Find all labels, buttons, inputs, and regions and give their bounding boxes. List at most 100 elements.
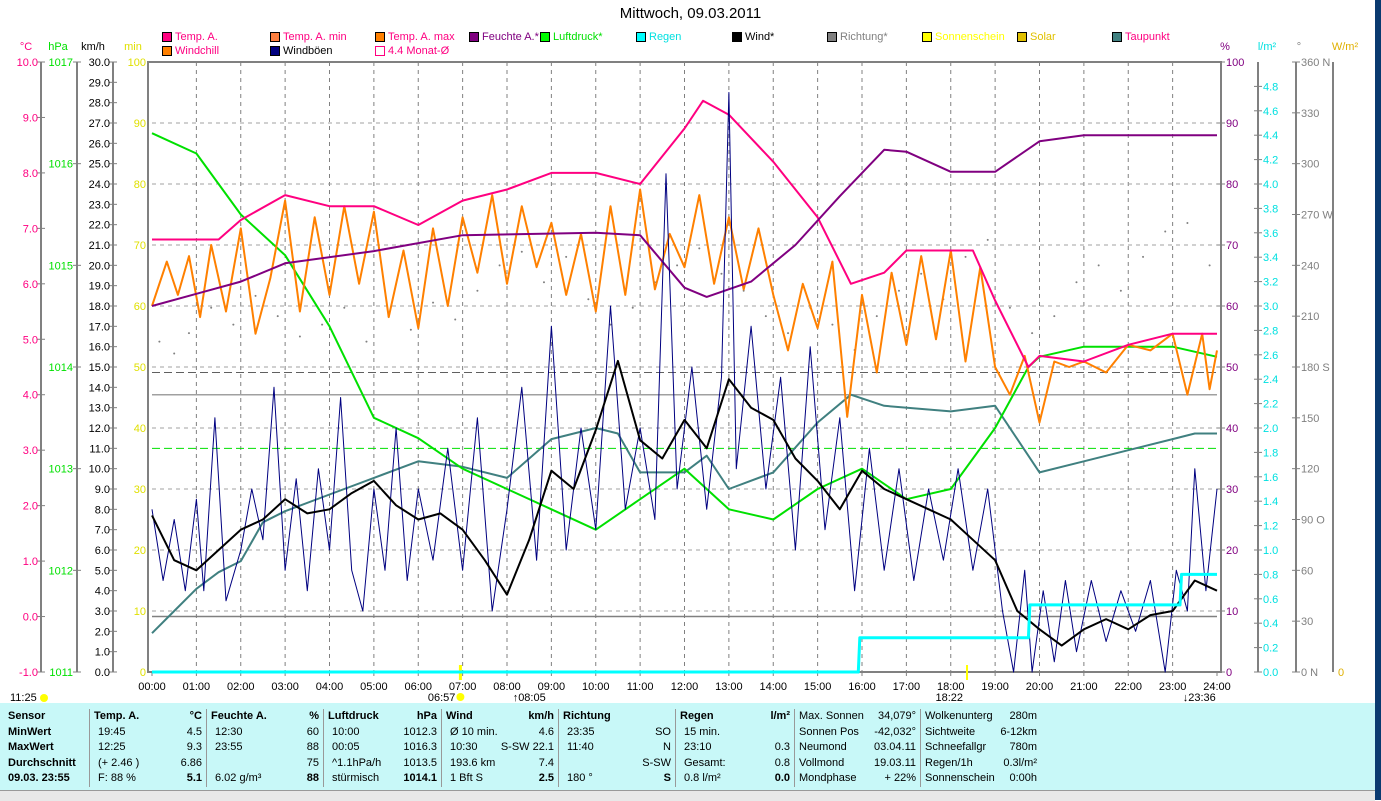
rain-tick-label: 4.8 [1263, 81, 1278, 93]
temp-tick-label: 3.0 [23, 445, 38, 457]
sun-row-label: Neumond [799, 741, 847, 753]
temp-tick-label: 6.0 [23, 279, 38, 291]
pressure-row-label: ^1.1hPa/h [332, 756, 382, 769]
pressure-tick-label: 1013 [49, 464, 73, 476]
legend-item: Feuchte A.* [469, 31, 539, 43]
direction-point [631, 306, 634, 309]
direction-row-value: S [663, 772, 671, 784]
sun-row: Max. Sonnen 34,079° [799, 709, 916, 725]
legend-swatch [162, 46, 172, 56]
wind-tick-label: 16.0 [89, 342, 110, 354]
x-tick-label: 07:00 [449, 681, 477, 693]
direction-point [276, 315, 279, 318]
weather-chart: 00:00 01:00 02:00 03:00 04:00 05:00 06:00 07:00… [10, 41, 1358, 703]
pressure-tick-label: 1015 [49, 260, 73, 272]
wind-row-value: 7.4 [538, 756, 554, 769]
direction-point [210, 306, 213, 309]
misc-row-label: Sichtweite [925, 725, 976, 738]
temp-row-label: 19:45 [98, 725, 126, 738]
pressure-row: stürmisch 1014.1 [328, 771, 437, 787]
misc-row: Wolkenunterg 280m [925, 709, 1037, 725]
direction-point [986, 238, 989, 241]
temp-header: Temp. A. °C [94, 709, 202, 725]
temp-row-label: F: 88 % [98, 772, 136, 784]
wind-tick-label: 0.0 [95, 667, 110, 679]
series-windchill [151, 188, 1218, 424]
wind-tick-label: 28.0 [89, 98, 110, 110]
x-tick-label: 18:00 [937, 681, 965, 693]
sun-row-value: -42,032° [874, 725, 916, 738]
x-tick-label: 14:00 [759, 681, 787, 693]
min-tick-label: 0 [140, 667, 146, 679]
x-tick-label: 04:00 [316, 681, 344, 693]
legend-swatch [469, 32, 479, 42]
stats-col-rain: Regen l/m² 15 min. 23:10 0.3 Gesamt: 0.8 0.8 l/… [676, 709, 795, 787]
temp-tick-label: 7.0 [23, 223, 38, 235]
direction-point [676, 264, 679, 267]
humidity-row: 23:55 88 [211, 740, 319, 756]
direction-point [897, 289, 900, 292]
moonrise-right-label: ↓23:36 [1183, 692, 1216, 703]
wind-tick-label: 1.0 [95, 647, 110, 659]
wind-tick-label: 6.0 [95, 545, 110, 557]
rain-row: 0.8 l/m² 0.0 [680, 771, 790, 787]
solar-tick-label: 0 [1338, 667, 1344, 679]
humidity-tick-label: 90 [1226, 118, 1238, 130]
wind-unit-label: km/h [81, 41, 105, 53]
wind-row-label: Ø 10 min. [450, 725, 498, 738]
stats-col-wind: Wind km/h Ø 10 min. 4.6 10:30 S-SW 22.1 193.6 … [442, 709, 559, 787]
legend-label: Luftdruck* [553, 31, 603, 43]
legend-swatch [540, 32, 550, 42]
sunrise-label: 06:57 [428, 692, 456, 703]
legend-item: Temp. A. min [270, 31, 347, 43]
legend-item: Wind* [732, 31, 774, 43]
sunset-label: 18:22 [935, 692, 963, 703]
legend-swatch [162, 32, 172, 42]
rain-row-value: 0.3 [774, 741, 790, 753]
direction-point [1142, 255, 1145, 258]
min-tick-label: 90 [134, 118, 146, 130]
wind-tick-label: 12.0 [89, 423, 110, 435]
wind-tick-label: 11.0 [89, 443, 110, 455]
direction-row-value: N [663, 741, 671, 753]
direction-point [321, 323, 324, 326]
x-tick-label: 09:00 [538, 681, 566, 693]
min-tick-label: 30 [134, 484, 146, 496]
rain-row: 15 min. [680, 725, 790, 741]
legend-swatch [636, 32, 646, 42]
temp-tick-label: 8.0 [23, 168, 38, 180]
sun-row-label: Vollmond [799, 756, 845, 769]
wind-tick-label: 8.0 [95, 504, 110, 516]
wind-tick-label: 5.0 [95, 565, 110, 577]
direction-row-label [563, 756, 567, 772]
wind-tick-label: 27.0 [89, 118, 110, 130]
x-tick-label: 22:00 [1114, 681, 1142, 693]
sun-row-value: + 22% [884, 772, 917, 784]
wind-tick-label: 13.0 [89, 403, 110, 415]
humidity-row-value: 88 [306, 772, 319, 784]
direction-point [173, 352, 176, 355]
misc-row: Sonnenschein 0:00h [925, 771, 1037, 787]
legend-label: Wind* [745, 31, 775, 43]
sun-row: Vollmond 19.03.11 [799, 756, 916, 772]
direction-point [1053, 315, 1056, 318]
pressure-row: 00:05 1016.3 [328, 740, 437, 756]
rain-tick-label: 4.0 [1263, 179, 1278, 191]
legend-label: Temp. A. min [283, 31, 347, 43]
direction-tick-label: 180 S [1301, 362, 1330, 374]
rain-tick-label: 1.8 [1263, 447, 1278, 459]
pressure-unit-label: hPa [48, 41, 68, 53]
wind-row: Ø 10 min. 4.6 [446, 725, 554, 741]
temp-tick-label: -1.0 [19, 667, 38, 679]
pressure-row-label: stürmisch [332, 772, 380, 784]
wind-row-label: 10:30 [450, 741, 478, 753]
min-tick-label: 40 [134, 423, 146, 435]
moon-icon [40, 694, 48, 702]
series-feuchte-a- [151, 134, 1217, 307]
wind-tick-label: 23.0 [89, 199, 110, 211]
misc-row-value: 0.3l/m² [1003, 756, 1037, 769]
rain-tick-label: 3.6 [1263, 228, 1278, 240]
direction-point [1075, 281, 1078, 284]
direction-point [298, 335, 301, 338]
x-tick-label: 24:00 [1203, 681, 1231, 693]
